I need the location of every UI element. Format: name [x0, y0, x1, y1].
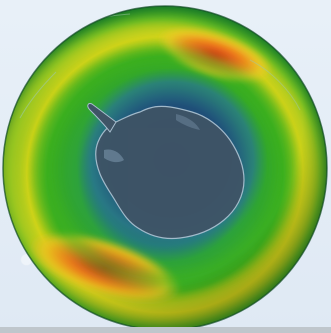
globe-shading — [3, 6, 327, 330]
footer-strip — [0, 327, 331, 333]
